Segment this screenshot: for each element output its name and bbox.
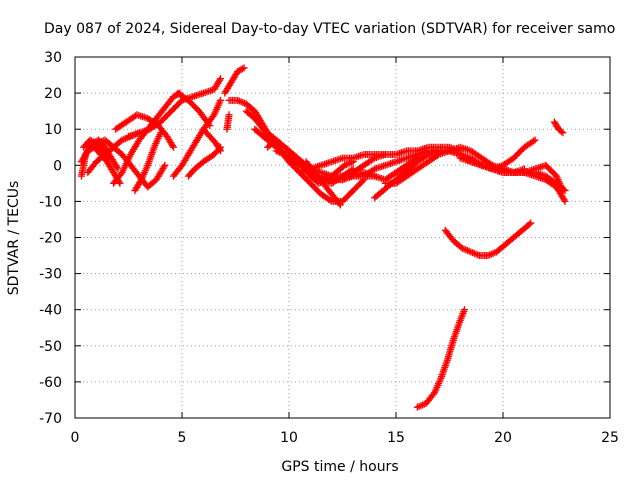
- x-tick-label: 10: [280, 430, 298, 446]
- y-tick-label: -10: [39, 194, 62, 210]
- data-point-interp: [326, 196, 334, 204]
- data-points: [77, 64, 569, 411]
- data-point-interp: [216, 76, 224, 84]
- data-point: [527, 219, 535, 227]
- data-point: [381, 150, 389, 158]
- data-point: [217, 147, 225, 155]
- y-tick-label: 10: [44, 122, 62, 138]
- data-point: [161, 161, 169, 169]
- y-axis-label: SDTVAR / TECUs: [6, 181, 22, 296]
- series-arc30: [550, 118, 567, 137]
- y-tick-label: 20: [44, 86, 62, 102]
- y-tick-label: -20: [39, 231, 62, 247]
- series-arc22: [302, 158, 344, 209]
- series-arc8: [125, 75, 225, 140]
- data-point-interp: [169, 142, 177, 150]
- data-point: [460, 306, 468, 314]
- grid-lines: [75, 57, 610, 418]
- data-point: [225, 111, 233, 119]
- data-point-interp: [216, 145, 224, 153]
- series-arc31: [441, 219, 535, 260]
- series-arc13: [199, 125, 225, 155]
- data-point: [559, 129, 567, 137]
- y-axis-ticks: -70 -60 -50 -40 -30 -20 -10 0 10 20 30: [39, 50, 610, 427]
- y-tick-label: -60: [39, 375, 62, 391]
- data-point-interp: [113, 163, 121, 171]
- x-tick-label: 25: [601, 430, 619, 446]
- x-tick-label: 5: [178, 430, 187, 446]
- data-point-interp: [369, 155, 377, 163]
- x-tick-label: 15: [387, 430, 405, 446]
- data-point-interp: [560, 196, 568, 204]
- series-arc32: [413, 306, 468, 411]
- series-arc11: [174, 89, 214, 130]
- data-point-interp: [160, 163, 168, 171]
- series-arc15: [221, 64, 248, 97]
- y-tick-label: -70: [39, 411, 62, 427]
- y-tick-label: -50: [39, 339, 62, 355]
- data-point: [206, 122, 214, 130]
- data-point-interp: [433, 152, 441, 160]
- data-point: [105, 154, 113, 162]
- x-tick-label: 20: [494, 430, 512, 446]
- data-point: [336, 201, 344, 209]
- y-tick-label: 30: [44, 50, 62, 66]
- series-arc14: [223, 111, 233, 133]
- data-point-interp: [335, 199, 343, 207]
- data-point: [116, 179, 124, 187]
- data-point: [217, 96, 225, 104]
- y-tick-label: -40: [39, 303, 62, 319]
- data-point-interp: [525, 220, 533, 228]
- x-tick-label: 0: [71, 430, 80, 446]
- data-point-interp: [423, 152, 431, 160]
- data-point: [240, 64, 248, 72]
- y-tick-label: -30: [39, 267, 62, 283]
- data-point: [169, 143, 177, 151]
- data-point: [157, 129, 165, 137]
- data-point: [114, 165, 122, 173]
- data-point: [561, 197, 569, 205]
- data-point: [531, 136, 539, 144]
- data-point-interp: [557, 128, 565, 136]
- data-point-interp: [369, 166, 377, 174]
- series-arc29: [488, 161, 567, 195]
- data-point-interp: [238, 65, 246, 73]
- data-point: [217, 75, 225, 83]
- y-tick-label: 0: [53, 158, 62, 174]
- x-axis-ticks: 0 5 10 15 20 25: [71, 57, 619, 446]
- chart-title: Day 087 of 2024, Sidereal Day-to-day VTE…: [44, 21, 615, 37]
- x-axis-label: GPS time / hours: [281, 459, 398, 475]
- data-point: [559, 187, 567, 195]
- data-point-interp: [205, 120, 213, 128]
- series-arc9: [131, 129, 165, 195]
- data-point-interp: [530, 137, 538, 145]
